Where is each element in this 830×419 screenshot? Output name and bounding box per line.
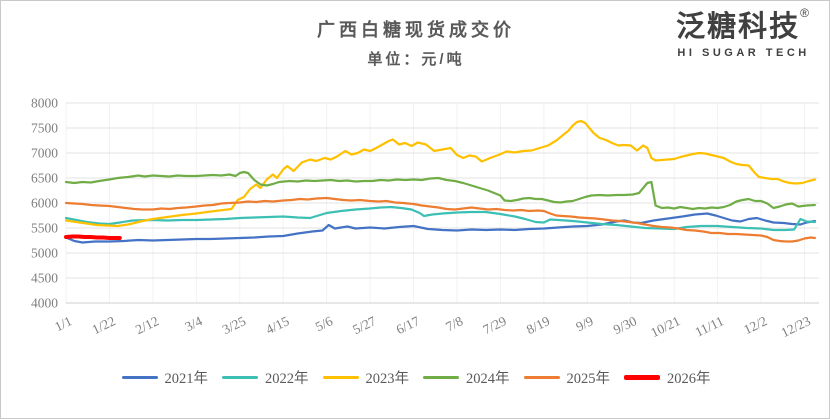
x-axis-tick-label: 5/27 bbox=[350, 313, 378, 337]
legend-item-2025: 2025年 bbox=[523, 367, 611, 388]
x-axis-tick-label: 7/8 bbox=[443, 313, 465, 334]
x-axis-tick-label: 3/4 bbox=[183, 313, 205, 334]
x-axis-tick-label: 1/1 bbox=[52, 313, 74, 334]
legend-swatch-line bbox=[423, 376, 459, 379]
chart-legend: 2021年 2022年 2023年 2024年 2025年 2026年 bbox=[1, 367, 829, 388]
legend-label: 2025年 bbox=[566, 371, 611, 387]
y-axis-tick-label: 4500 bbox=[31, 271, 58, 286]
company-logo: 泛糖科技® HI SUGAR TECH bbox=[676, 7, 811, 59]
legend-label: 2024年 bbox=[466, 371, 510, 387]
legend-swatch-line bbox=[222, 376, 258, 379]
legend-label: 2021年 bbox=[164, 371, 209, 387]
y-axis-tick-label: 5000 bbox=[31, 246, 58, 261]
x-axis-tick-label: 9/9 bbox=[574, 313, 596, 334]
legend-swatch-line bbox=[121, 376, 158, 379]
x-axis-tick-label: 10/21 bbox=[648, 313, 682, 340]
x-axis-tick-label: 5/6 bbox=[313, 313, 335, 334]
x-axis-tick-label: 3/25 bbox=[220, 313, 248, 337]
series-line-2023 bbox=[64, 119, 817, 228]
y-axis-tick-label: 6000 bbox=[31, 196, 58, 211]
legend-label: 2023年 bbox=[365, 371, 410, 387]
y-axis-tick-label: 8000 bbox=[31, 96, 58, 111]
series-line-2025 bbox=[64, 196, 817, 243]
x-axis-tick-label: 12/23 bbox=[779, 313, 813, 340]
registered-trademark-icon: ® bbox=[800, 6, 811, 20]
logo-brand-text: 泛糖科技® bbox=[676, 7, 811, 43]
x-axis-tick-label: 7/29 bbox=[481, 313, 509, 337]
series-line-2021 bbox=[64, 212, 817, 244]
y-axis-tick-label: 6500 bbox=[31, 171, 58, 186]
legend-item-2026: 2026年 bbox=[624, 367, 711, 388]
series-line-2026 bbox=[64, 234, 122, 240]
x-axis-tick-label: 2/12 bbox=[133, 313, 161, 337]
legend-label: 2022年 bbox=[265, 371, 309, 387]
y-axis-tick-label: 7500 bbox=[31, 121, 58, 136]
y-axis-tick-label: 5500 bbox=[31, 221, 58, 236]
legend-label: 2026年 bbox=[667, 371, 711, 387]
legend-item-2021: 2021年 bbox=[121, 367, 209, 388]
legend-swatch-line bbox=[624, 375, 660, 380]
x-axis-tick-label: 9/30 bbox=[611, 313, 639, 337]
x-axis-tick-label: 1/22 bbox=[90, 313, 118, 337]
legend-item-2022: 2022年 bbox=[222, 367, 309, 388]
legend-item-2024: 2024年 bbox=[423, 367, 510, 388]
x-axis-tick-label: 12/2 bbox=[741, 313, 769, 337]
series-line-2024 bbox=[64, 170, 817, 211]
legend-swatch-line bbox=[523, 376, 560, 379]
legend-swatch-line bbox=[322, 376, 359, 379]
x-axis-tick-label: 4/15 bbox=[263, 313, 291, 337]
series-line-2022 bbox=[64, 205, 817, 232]
x-axis-tick-label: 8/19 bbox=[524, 313, 552, 337]
logo-tagline: HI SUGAR TECH bbox=[677, 47, 810, 59]
y-axis-tick-label: 7000 bbox=[31, 146, 58, 161]
legend-item-2023: 2023年 bbox=[322, 367, 410, 388]
x-axis-tick-label: 11/11 bbox=[693, 313, 726, 340]
logo-brand: 泛糖科技 bbox=[676, 11, 801, 43]
x-axis-tick-label: 6/17 bbox=[394, 313, 422, 337]
y-axis-tick-label: 4000 bbox=[31, 296, 58, 311]
